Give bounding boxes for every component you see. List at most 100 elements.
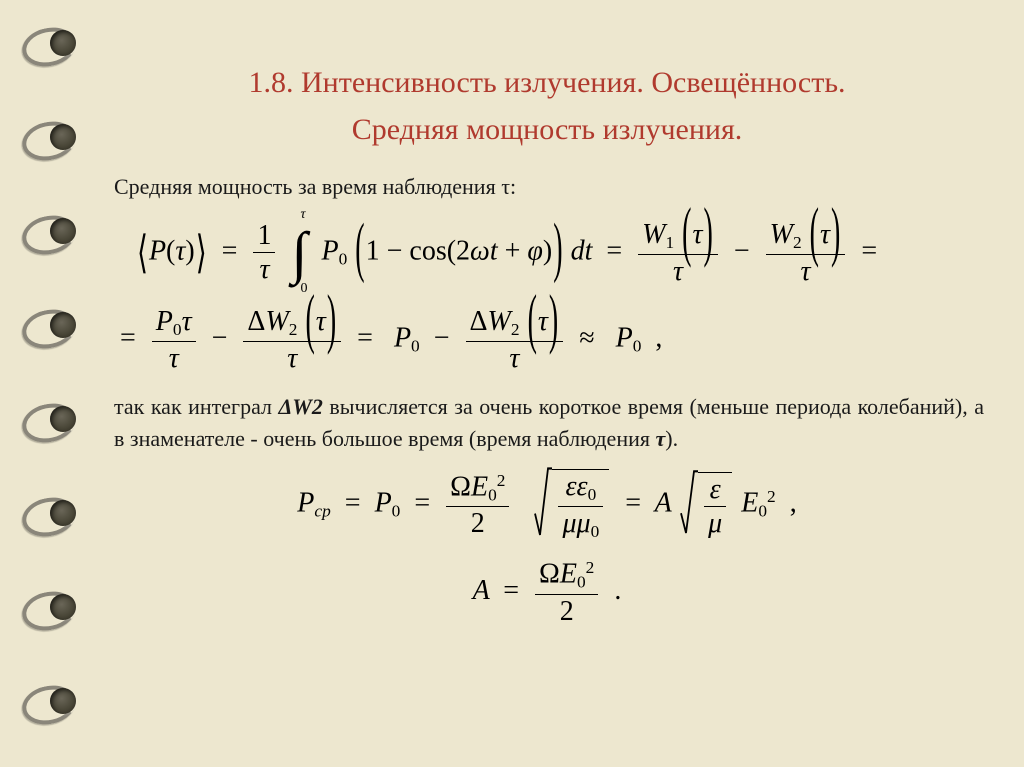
sym-eps0: ε bbox=[577, 471, 588, 502]
minus-4: − bbox=[434, 323, 450, 354]
arg-tau-w2: τ bbox=[820, 219, 830, 250]
comma-1: , bbox=[655, 323, 662, 354]
sym-A: A bbox=[655, 488, 672, 519]
num-tau: τ bbox=[182, 306, 192, 337]
sqrt-ee0-over-mm0: εε0 μμ0 bbox=[534, 469, 609, 541]
sym-P0c: P bbox=[394, 323, 411, 354]
sup-2c: 2 bbox=[586, 558, 595, 577]
comma-2: , bbox=[790, 488, 797, 519]
sym-Omega: Ω bbox=[450, 471, 471, 502]
sym-P0e: P bbox=[375, 488, 392, 519]
binder-ring bbox=[30, 24, 80, 60]
sub-2: 2 bbox=[793, 233, 802, 252]
frac-dW2tau-over-tau: ΔW2 (τ) τ bbox=[243, 307, 341, 373]
den-2b: 2 bbox=[535, 595, 598, 626]
sym-W2: W bbox=[770, 219, 793, 250]
integral-0-tau: τ ∫ 0 bbox=[286, 217, 312, 289]
slide-content: 1.8. Интенсивность излучения. Освещённос… bbox=[110, 60, 984, 737]
equals-2: = bbox=[120, 323, 136, 354]
sym-Delta: Δ bbox=[247, 306, 265, 337]
num-one: 1 bbox=[366, 235, 380, 266]
sym-Delta-2: Δ bbox=[470, 306, 488, 337]
sym-W2b: W bbox=[265, 306, 288, 337]
sym-P0: P bbox=[321, 235, 338, 266]
slide-title: 1.8. Интенсивность излучения. Освещённос… bbox=[110, 60, 984, 153]
sup-2: 2 bbox=[497, 471, 506, 490]
equation-avg-power-line2: = P0τ τ − ΔW2 (τ) τ = P0 − ΔW2 (τ) τ bbox=[120, 307, 984, 373]
arg-tau-w1: τ bbox=[692, 219, 702, 250]
minus-3: − bbox=[212, 323, 228, 354]
sub-0e: 0 bbox=[392, 502, 401, 521]
equals-3: = bbox=[345, 488, 361, 519]
sym-E0c: E bbox=[560, 559, 577, 590]
den-2: 2 bbox=[446, 507, 509, 538]
frac-1overtau: 1 τ bbox=[253, 221, 275, 285]
sym-eps: ε bbox=[565, 471, 576, 502]
binder-ring bbox=[30, 212, 80, 248]
period: . bbox=[614, 575, 621, 606]
equals-1: = bbox=[222, 235, 238, 266]
sym-mu: μ bbox=[562, 508, 576, 539]
sym-dt: dt bbox=[571, 235, 593, 266]
sub-2b: 2 bbox=[289, 320, 298, 339]
title-line-1: 1.8. Интенсивность излучения. Освещённос… bbox=[249, 66, 846, 99]
binder-ring bbox=[30, 588, 80, 624]
int-symbol: ∫ bbox=[292, 217, 308, 289]
sqrt-eps-over-mu: ε μ bbox=[680, 472, 732, 539]
mid-dw2-sub: 2 bbox=[312, 394, 323, 419]
equals-4: = bbox=[503, 575, 519, 606]
sym-mu0: μ bbox=[577, 508, 591, 539]
sym-t: t bbox=[490, 235, 498, 266]
spiral-binding bbox=[30, 0, 90, 767]
den-tau-b: τ bbox=[152, 342, 196, 373]
big-paren-l: ( bbox=[355, 211, 364, 288]
mid-dw2: ΔW bbox=[279, 394, 312, 419]
sym-Omega-2: Ω bbox=[539, 559, 560, 590]
den-tau: τ bbox=[253, 253, 275, 284]
plus-1: + bbox=[505, 235, 521, 266]
approx: ≈ bbox=[579, 323, 594, 354]
sym-P0d: P bbox=[616, 323, 633, 354]
frac-P0tau-over-tau: P0τ τ bbox=[152, 307, 196, 373]
sym-tau: τ bbox=[175, 235, 185, 266]
sub-E0b: 0 bbox=[758, 502, 767, 521]
sub-1: 1 bbox=[665, 233, 674, 252]
sym-phi: φ bbox=[527, 235, 543, 266]
binder-ring bbox=[30, 494, 80, 530]
frac-dW2tau-over-tau-2: ΔW2 (τ) τ bbox=[466, 307, 564, 373]
sub-E0c: 0 bbox=[577, 573, 586, 592]
sub-0c: 0 bbox=[411, 336, 420, 355]
intro-text: Средняя мощность за время наблюдения τ: bbox=[114, 171, 984, 203]
arg-tau-dw2: τ bbox=[316, 306, 326, 337]
den-mu: μ bbox=[704, 507, 726, 538]
sub-E0: 0 bbox=[488, 485, 497, 504]
sup-2b: 2 bbox=[767, 487, 776, 506]
minus-2: − bbox=[734, 235, 750, 266]
title-line-2: Средняя мощность излучения. bbox=[352, 113, 743, 146]
slide-page: 1.8. Интенсивность излучения. Освещённос… bbox=[0, 0, 1024, 767]
sym-E0: E bbox=[471, 471, 488, 502]
equation-Pcp: Pср = P0 = ΩE02 2 εε0 μμ0 bbox=[110, 469, 984, 541]
frac-W1tau-over-tau: W1 (τ) τ bbox=[638, 220, 718, 286]
sub-mu0: 0 bbox=[591, 522, 600, 541]
equation-A: A = ΩE02 2 . bbox=[110, 559, 984, 626]
sub-cp: ср bbox=[314, 502, 330, 521]
frac-OmegaE02-over-2b: ΩE02 2 bbox=[535, 559, 598, 626]
num-1: 1 bbox=[253, 221, 275, 253]
sub-0b: 0 bbox=[173, 320, 182, 339]
equation-avg-power-line1: ⟨P(τ)⟩ = 1 τ τ ∫ 0 P0 (1 − cos(2ωt + φ))… bbox=[136, 217, 984, 289]
big-paren-r: ) bbox=[553, 211, 562, 288]
cos-close: ) bbox=[543, 235, 552, 266]
sym-Pcp: P bbox=[297, 488, 314, 519]
sym-W2c: W bbox=[488, 306, 511, 337]
angle-bracket-l: ⟨ bbox=[137, 226, 148, 280]
sym-omega: ω bbox=[470, 235, 490, 266]
sym-W1: W bbox=[642, 219, 665, 250]
sub-0d: 0 bbox=[633, 336, 642, 355]
sym-P0b: P bbox=[156, 306, 173, 337]
sub-0: 0 bbox=[339, 249, 348, 268]
frac-W2tau-over-tau: W2 (τ) τ bbox=[766, 220, 846, 286]
int-upper: τ bbox=[300, 207, 305, 223]
binder-ring bbox=[30, 118, 80, 154]
sym-P: P bbox=[149, 235, 166, 266]
